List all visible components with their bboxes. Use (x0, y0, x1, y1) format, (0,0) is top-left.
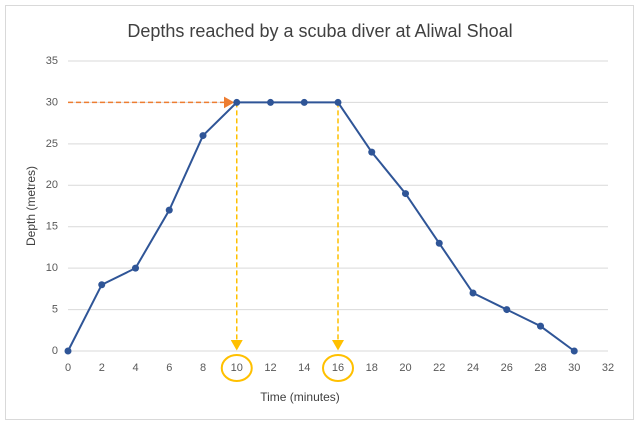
y-tick-label: 5 (52, 303, 58, 315)
annotation-circle (220, 354, 253, 382)
data-point (267, 98, 274, 106)
data-point (503, 306, 511, 314)
data-point (199, 132, 207, 140)
y-axis-title: Depth (metres) (24, 166, 38, 246)
data-point (537, 322, 544, 330)
data-point (233, 98, 241, 106)
data-point (469, 289, 477, 297)
y-tick-label: 15 (46, 221, 58, 233)
chart-title: Depths reached by a scuba diver at Aliwa… (127, 21, 512, 41)
x-tick-label: 4 (132, 362, 138, 374)
x-tick-label: 18 (366, 362, 378, 374)
annotation-circle (322, 354, 354, 382)
x-axis-title: Time (minutes) (260, 390, 340, 404)
x-tick-label: 0 (65, 362, 71, 374)
y-tick-label: 35 (46, 55, 58, 67)
x-tick-label: 8 (200, 362, 206, 374)
data-point (570, 347, 578, 355)
x-tick-label: 16 (332, 362, 344, 374)
data-point (402, 190, 409, 198)
x-tick-label: 26 (501, 362, 513, 374)
x-tick-label: 12 (264, 362, 276, 374)
chart-border (5, 5, 634, 420)
data-point (98, 281, 106, 289)
series-line (67, 101, 575, 352)
y-tick-label: 0 (52, 345, 58, 357)
y-tick-label: 10 (46, 262, 58, 274)
x-tick-label: 20 (399, 362, 411, 374)
data-point (300, 98, 308, 106)
x-tick-label: 14 (298, 362, 310, 374)
x-tick-label: 22 (433, 362, 445, 374)
x-tick-label: 2 (99, 362, 105, 374)
data-point (334, 98, 342, 106)
x-tick-label: 28 (534, 362, 546, 374)
x-tick-label: 30 (568, 362, 580, 374)
data-point (132, 264, 139, 272)
data-point (435, 239, 443, 247)
x-tick-label: 10 (231, 362, 243, 374)
y-tick-label: 20 (46, 179, 58, 191)
data-point (165, 206, 173, 214)
data-point (368, 148, 376, 156)
data-point (64, 347, 72, 355)
y-tick-label: 30 (46, 96, 58, 108)
x-tick-label: 6 (166, 362, 172, 374)
x-tick-label: 24 (467, 362, 479, 374)
x-tick-label: 32 (602, 362, 614, 374)
y-tick-label: 25 (46, 138, 58, 150)
